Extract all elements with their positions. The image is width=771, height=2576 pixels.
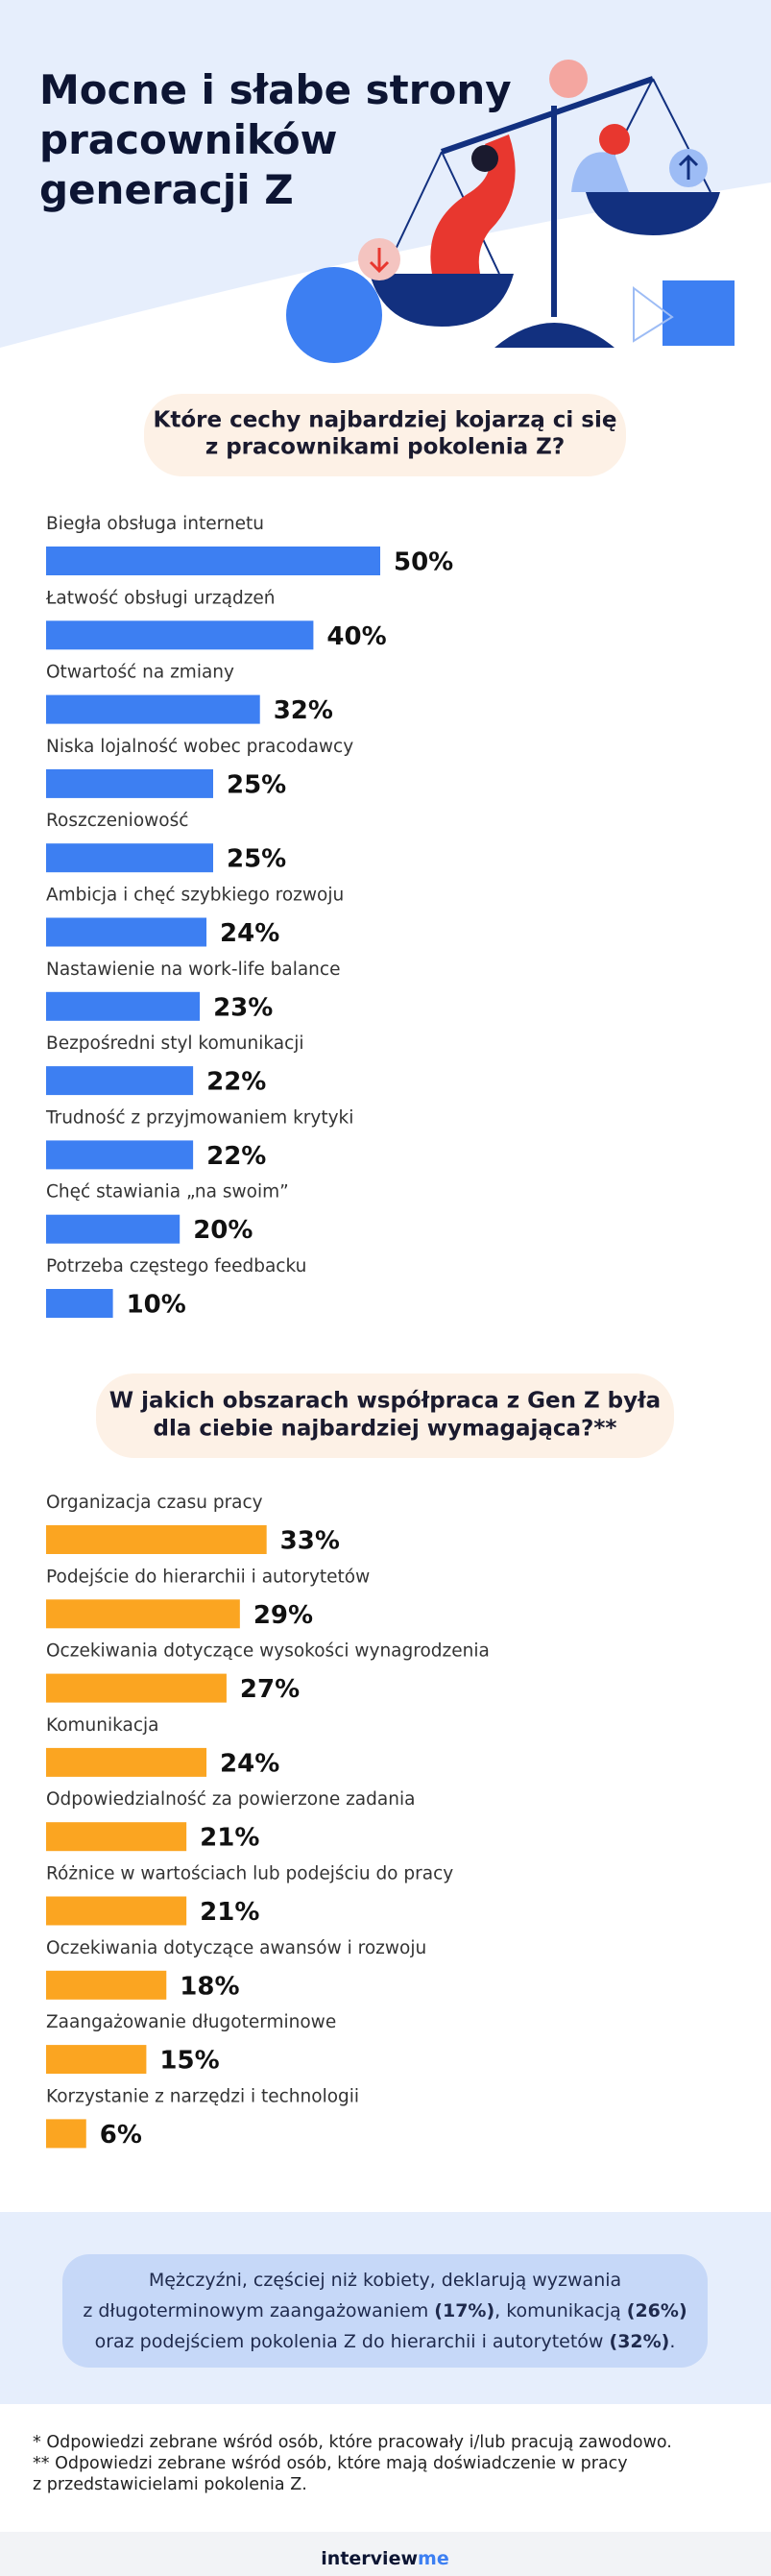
value-label: 24% [220,919,279,948]
category-label: Odpowiedzialność za powierzone zadania [46,1789,415,1810]
bar [46,843,213,873]
title-line: pracowników [39,116,337,163]
value-label: 32% [274,696,333,725]
bar [46,2119,86,2149]
bar [46,1289,113,1318]
bar [46,1066,194,1096]
note-part: (26%) [627,2300,687,2321]
category-label: Korzystanie z narzędzi i technologii [46,2086,359,2106]
title-line: generacji Z [39,166,294,213]
category-label: Bezpośredni styl komunikacji [46,1033,304,1054]
note-part: . [669,2331,675,2352]
note-box [62,2254,708,2368]
value-label: 22% [206,1142,266,1171]
category-label: Roszczeniowość [46,811,188,831]
illustration [286,60,735,363]
category-label: Trudność z przyjmowaniem krytyki [45,1107,353,1128]
question-title: W jakich obszarach współpraca z Gen Z by… [109,1389,661,1414]
note-part: (17%) [434,2300,494,2321]
note-line: Mężczyźni, częściej niż kobiety, deklaru… [149,2270,621,2291]
question-pill [144,394,626,476]
brand-logo: interviewme [321,2548,448,2569]
bar [46,1599,240,1629]
note: Mężczyźni, częściej niż kobiety, deklaru… [83,2270,687,2352]
category-label: Chęć stawiania „na swoim” [46,1182,289,1203]
category-label: Podejście do hierarchii i autorytetów [46,1567,370,1587]
category-label: Oczekiwania dotyczące wysokości wynagrod… [46,1641,490,1662]
charts: Które cechy najbardziej kojarzą ci sięz … [45,394,674,2150]
bar [46,2045,147,2075]
category-label: Nastawienie na work-life balance [46,960,340,980]
bar [46,1970,167,2000]
bar [46,547,380,575]
note-part: , komunikacją [494,2300,627,2321]
title-line: Mocne i słabe strony [39,66,512,113]
value-label: 10% [127,1291,186,1320]
category-label: Różnice w wartościach lub podejściu do p… [46,1864,453,1884]
bar [46,991,201,1021]
category-label: Zaangażowanie długoterminowe [46,2012,336,2032]
value-label: 33% [280,1527,340,1556]
question-title: z pracownikami pokolenia Z? [205,435,565,460]
note-part: Mężczyźni, częściej niż kobiety, deklaru… [149,2270,621,2291]
bar [46,1747,207,1777]
bar [46,694,260,724]
value-label: 27% [240,1675,300,1704]
value-label: 25% [227,845,286,874]
value-label: 20% [193,1216,253,1245]
value-label: 18% [180,1972,239,2001]
category-label: Potrzeba częstego feedbacku [46,1256,306,1276]
footer-bg [0,2532,771,2576]
note-part: oraz podejściem pokolenia Z do hierarchi… [95,2331,610,2352]
bar [46,917,207,947]
value-label: 50% [394,548,453,577]
category-label: Otwartość na zmiany [46,663,234,683]
category-label: Ambicja i chęć szybkiego rozwoju [46,886,344,906]
category-label: Organizacja czasu pracy [46,1493,263,1513]
note-part: (32%) [610,2331,670,2352]
bar [46,1214,181,1244]
bar [46,768,213,798]
note-line: oraz podejściem pokolenia Z do hierarchi… [95,2331,676,2352]
bar [46,620,314,650]
value-label: 25% [227,770,286,799]
brand-part: interview [321,2548,418,2569]
bar [46,1822,187,1852]
category-label: Komunikacja [46,1715,159,1736]
question-title: Które cechy najbardziej kojarzą ci się [154,408,617,433]
bar [46,1140,194,1170]
note-part: z długoterminowym zaangażowaniem [83,2300,434,2321]
footnote: * Odpowiedzi zebrane wśród osób, które p… [33,2433,672,2452]
bar [46,1673,227,1703]
question-title: dla ciebie najbardziej wymagająca?** [154,1417,617,1442]
value-label: 6% [100,2121,142,2150]
value-label: 24% [220,1749,279,1778]
category-label: Niska lojalność wobec pracodawcy [46,737,353,757]
value-label: 22% [206,1068,266,1097]
value-label: 21% [200,1824,259,1853]
value-label: 15% [159,2047,219,2076]
bar [46,1896,187,1926]
value-label: 29% [253,1601,313,1630]
brand-part: me [418,2548,449,2569]
category-label: Łatwość obsługi urządzeń [45,588,276,608]
question-pill [96,1373,674,1458]
value-label: 21% [200,1898,259,1927]
value-label: 40% [326,622,386,651]
bar [46,1525,267,1554]
value-label: 23% [213,993,273,1022]
note-line: z długoterminowym zaangażowaniem (17%), … [83,2300,687,2321]
footnote: z przedstawicielami pokolenia Z. [33,2475,307,2494]
category-label: Biegła obsługa internetu [46,514,264,534]
footnote: ** Odpowiedzi zebrane wśród osób, które … [33,2454,628,2473]
category-label: Oczekiwania dotyczące awansów i rozwoju [46,1938,426,1958]
